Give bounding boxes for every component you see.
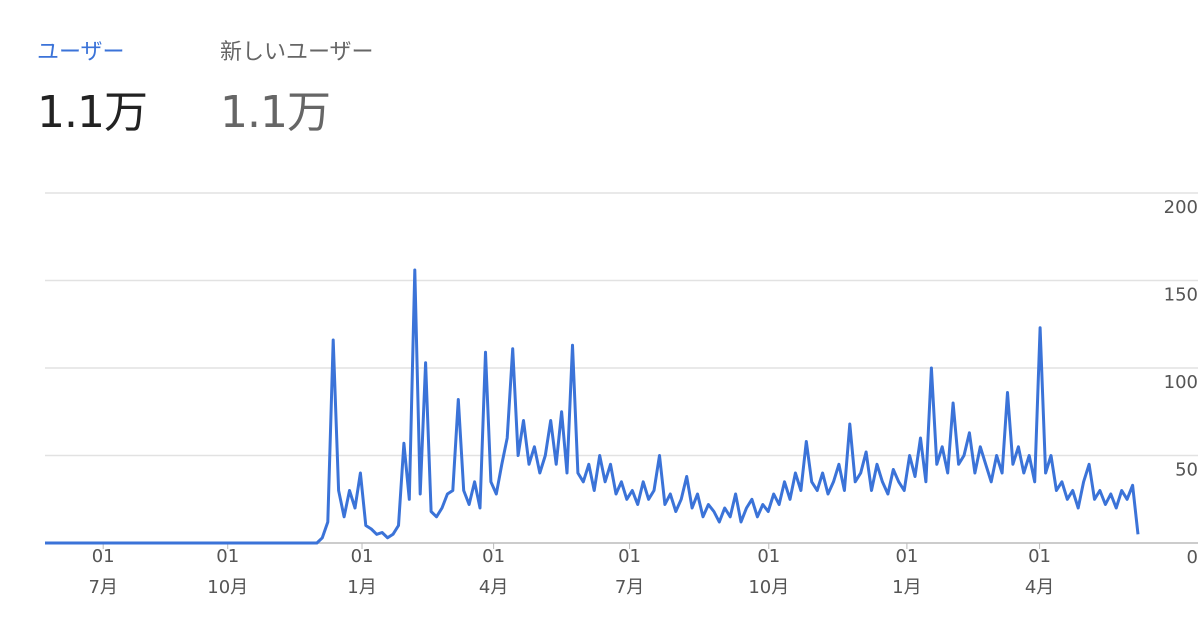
metric-users[interactable]: ユーザー 1.1万 <box>37 34 148 140</box>
x-tick-label: 01 1月 <box>347 546 377 598</box>
x-tick-label: 01 4月 <box>1024 546 1055 598</box>
x-tick-label: 01 1月 <box>892 546 922 598</box>
metric-value: 1.1万 <box>37 87 148 138</box>
y-tick-label: 100 <box>1164 372 1198 393</box>
x-tick-label: 01 10月 <box>207 546 249 598</box>
x-tick-label: 01 10月 <box>748 546 790 598</box>
y-tick-label: 150 <box>1164 285 1198 306</box>
y-tick-label: 200 <box>1164 197 1198 218</box>
y-tick-label: 0 <box>1187 547 1198 568</box>
line <box>45 268 1140 545</box>
x-tick-label: 01 4月 <box>478 546 509 598</box>
metric-label: ユーザー <box>37 40 125 65</box>
y-tick-label: 50 <box>1175 460 1198 481</box>
x-tick-label: 01 7月 <box>614 546 645 598</box>
x-tick-label: 01 7月 <box>88 546 118 598</box>
metric-value: 1.1万 <box>220 87 331 138</box>
metric-label: 新しいユーザー <box>220 40 374 65</box>
metric-new-users[interactable]: 新しいユーザー 1.1万 <box>220 34 374 140</box>
